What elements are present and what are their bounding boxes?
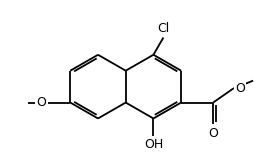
Text: OH: OH (144, 138, 163, 151)
Text: O: O (36, 96, 46, 109)
Text: O: O (235, 82, 245, 95)
Text: Cl: Cl (157, 22, 169, 35)
Text: O: O (208, 127, 218, 140)
